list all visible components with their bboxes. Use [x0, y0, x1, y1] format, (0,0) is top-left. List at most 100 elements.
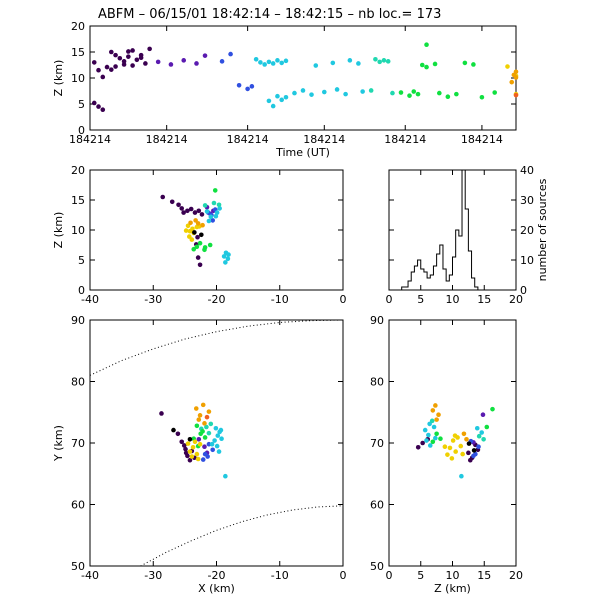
z-y-ytick-label: 80	[370, 376, 384, 389]
time-height-xtick-label: 184214	[384, 133, 426, 146]
x-y-point	[208, 421, 214, 427]
z-y-frame	[388, 319, 517, 567]
x-y-point	[190, 445, 196, 450]
x-y-point	[219, 436, 224, 441]
time-height-point	[138, 55, 144, 61]
z-y-point	[452, 433, 458, 438]
time-height-point	[228, 51, 233, 57]
x-z-point	[195, 255, 201, 260]
time-height-point	[300, 88, 306, 93]
time-height-point	[432, 61, 438, 67]
height-histogram-ytick-label: 40	[520, 164, 534, 177]
x-z-ytick-label: 10	[71, 224, 85, 237]
x-y-point	[200, 457, 206, 462]
x-y-ytick-label: 60	[71, 499, 85, 512]
height-histogram-ytick-label: 20	[520, 224, 534, 237]
x-y-frame	[89, 319, 344, 567]
height-histogram-ytick-label: 0	[520, 284, 527, 297]
x-z-point	[185, 223, 191, 229]
z-y-point	[415, 445, 421, 450]
x-z-point	[179, 206, 185, 211]
z-y-point	[471, 453, 476, 459]
time-height-point	[368, 88, 374, 93]
x-y-point	[210, 447, 216, 453]
x-y-point	[194, 423, 200, 429]
z-y-xtick-label: 15	[477, 569, 491, 582]
z-y-point	[436, 412, 441, 418]
time-height-point	[330, 60, 336, 66]
x-y-point	[206, 441, 212, 447]
x-z-point	[208, 214, 214, 220]
time-height-point	[390, 90, 395, 96]
histogram-step-line	[401, 169, 491, 291]
x-z-point	[194, 244, 200, 250]
height-histogram-xtick-label: 5	[417, 293, 424, 306]
z-y-point	[431, 424, 437, 430]
x-z-ylabel: Z (km)	[52, 212, 65, 249]
time-height-point	[445, 94, 451, 100]
time-height-point	[168, 62, 174, 67]
x-y-point	[214, 443, 220, 449]
x-z-point	[200, 222, 205, 228]
x-z-point	[199, 232, 204, 238]
height-histogram-xtick-label: 10	[446, 293, 460, 306]
time-height-point	[219, 59, 225, 64]
time-height-point	[437, 90, 442, 96]
z-y-xlabel: Z (km)	[434, 582, 471, 595]
time-height-point	[322, 89, 327, 95]
time-height-ytick-label: 20	[71, 20, 85, 33]
time-height-point	[147, 46, 152, 52]
z-y-point	[445, 452, 450, 457]
histogram-bar	[459, 236, 462, 290]
x-z-point	[204, 209, 210, 214]
x-y-ytick-label: 90	[71, 314, 85, 327]
time-height-point	[471, 62, 476, 67]
time-height-point	[292, 90, 297, 96]
time-height-point	[279, 97, 285, 103]
x-y-point	[206, 409, 212, 414]
x-y-xtick-label: -20	[208, 569, 226, 582]
time-height-point	[181, 58, 187, 63]
time-height-point	[419, 62, 425, 68]
time-height-point	[398, 90, 404, 95]
x-z-point	[187, 234, 192, 239]
x-y-point	[212, 438, 217, 443]
time-height-point	[407, 93, 412, 98]
time-height-point	[109, 67, 114, 72]
x-y-ylabel: Y (km)	[52, 425, 65, 462]
x-y-point	[213, 425, 219, 431]
x-y-point	[196, 437, 202, 442]
x-y-point	[218, 427, 224, 433]
time-height-point	[275, 58, 280, 63]
time-height-point	[313, 63, 319, 68]
x-y-xtick-label: -30	[144, 569, 162, 582]
z-y-point	[427, 421, 432, 427]
time-height-point	[109, 49, 114, 55]
time-height-point	[91, 60, 97, 65]
z-y-point	[433, 403, 438, 408]
x-y-point	[200, 429, 205, 434]
z-y-point	[460, 451, 465, 457]
time-height-point	[513, 75, 519, 80]
z-y-point	[479, 430, 485, 435]
time-height-point	[309, 92, 314, 97]
time-height-point	[411, 89, 417, 94]
x-y-point	[223, 473, 228, 479]
time-height-point	[126, 54, 131, 59]
x-y-point	[195, 456, 201, 462]
time-height-xtick-label: 184214	[69, 133, 111, 146]
z-y-point	[474, 425, 480, 431]
x-y-ytick-label: 70	[71, 437, 85, 450]
x-y-point	[192, 439, 198, 445]
time-height-point	[343, 91, 348, 97]
x-z-xtick-label: 0	[340, 293, 347, 306]
x-z-point	[193, 218, 198, 223]
time-height-point	[113, 52, 118, 58]
time-height-point	[266, 98, 272, 104]
z-y-point	[449, 456, 455, 461]
z-y-point	[476, 444, 481, 449]
x-z-xtick-label: -20	[208, 293, 226, 306]
time-height-ytick-label: 5	[78, 98, 85, 111]
time-height-xtick-label: 184214	[227, 133, 269, 146]
time-height-point	[266, 59, 272, 65]
